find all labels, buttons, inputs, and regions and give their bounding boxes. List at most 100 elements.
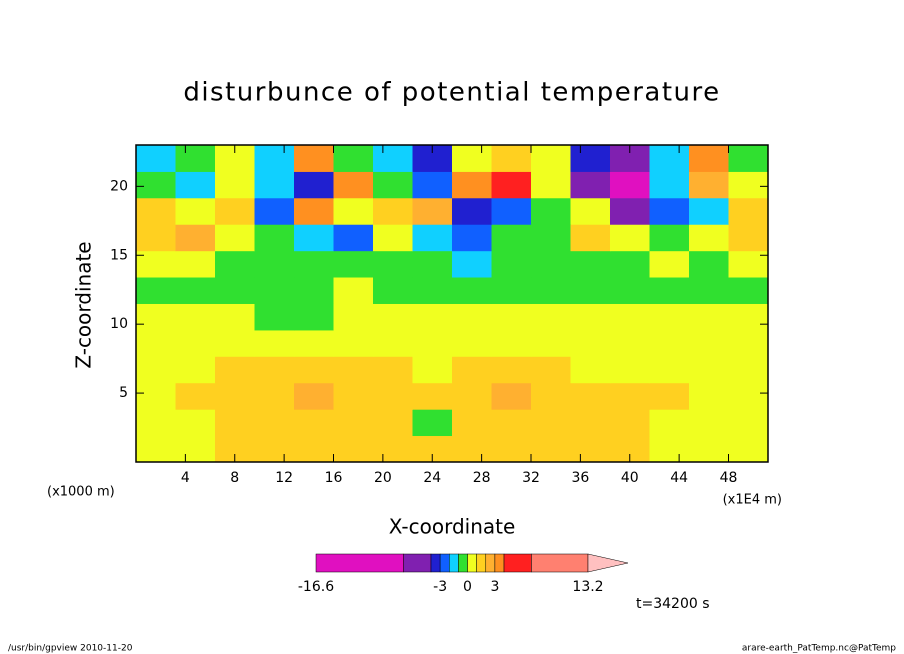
colorbar-segment: [449, 553, 459, 573]
heat-cell: [689, 356, 729, 384]
heat-cell: [649, 224, 690, 252]
heat-cell: [175, 277, 216, 304]
heat-cell: [531, 250, 571, 278]
heat-cell: [491, 303, 532, 331]
heat-cell: [452, 435, 492, 463]
heat-cell: [333, 435, 374, 463]
heat-cell: [649, 197, 690, 225]
heat-cell: [254, 303, 295, 331]
heat-cell: [491, 250, 532, 278]
x-tick-label: 24: [423, 470, 441, 486]
heat-cell: [175, 303, 216, 331]
x-tick-label: 40: [621, 470, 639, 486]
heat-cell: [333, 250, 374, 278]
heat-cell: [175, 250, 216, 278]
heat-cell: [294, 356, 334, 384]
colorbar-segment: [476, 553, 487, 573]
heat-cell: [531, 277, 571, 304]
heat-cell: [491, 224, 532, 252]
heat-cell: [373, 197, 413, 225]
heat-cell: [728, 409, 769, 437]
heat-cell: [689, 171, 729, 199]
heat-cell: [412, 250, 453, 278]
heat-cell: [175, 435, 216, 463]
heat-cell: [452, 303, 492, 331]
heat-cell: [254, 382, 295, 410]
y-tick-label: 15: [110, 247, 128, 263]
heat-cell: [728, 171, 769, 199]
heat-cell: [373, 277, 413, 304]
heat-cell: [728, 250, 769, 278]
heat-cell: [570, 409, 611, 437]
x-tick-label: 32: [522, 470, 540, 486]
colorbar-tick-label: -3: [433, 579, 447, 595]
y-tick-label: 10: [110, 316, 128, 332]
annotation: t=34200 s: [636, 596, 710, 612]
heat-cell: [254, 250, 295, 278]
heat-cell: [689, 197, 729, 225]
colorbar-segment: [485, 553, 496, 573]
heat-cell: [373, 435, 413, 463]
heat-cell: [333, 409, 374, 437]
heat-cell: [649, 329, 690, 357]
heat-cell: [491, 435, 532, 463]
heat-cell: [136, 224, 176, 252]
x-tick-label: 28: [473, 470, 491, 486]
heat-cell: [373, 356, 413, 384]
colorbar-segment: [403, 553, 432, 573]
colorbar-segment: [430, 553, 441, 573]
footer-left: /usr/bin/gpview 2010-11-20: [8, 644, 133, 654]
x-unit-label: (x1E4 m): [723, 493, 782, 508]
plot-frame: [135, 144, 769, 463]
heat-cell: [136, 382, 176, 410]
colorbar-tick-label: 0: [463, 579, 472, 595]
heat-cell: [412, 409, 453, 437]
heat-cell: [689, 145, 729, 172]
y-tick-label: 5: [119, 385, 128, 401]
heat-cell: [452, 171, 492, 199]
x-tick-label: 16: [325, 470, 343, 486]
heat-cell: [136, 171, 176, 199]
heat-cell: [610, 329, 650, 357]
heat-cell: [728, 356, 769, 384]
heat-cell: [254, 409, 295, 437]
heat-cell: [689, 382, 729, 410]
heat-cell: [333, 329, 374, 357]
heat-cell: [136, 250, 176, 278]
heat-cell: [333, 224, 374, 252]
heat-cell: [136, 435, 176, 463]
heat-cell: [294, 197, 334, 225]
heat-cell: [610, 224, 650, 252]
heat-cell: [570, 171, 611, 199]
heat-cell: [610, 409, 650, 437]
x-tick-label: 44: [670, 470, 688, 486]
heat-cell: [728, 277, 769, 304]
heat-cell: [373, 329, 413, 357]
heat-cell: [570, 382, 611, 410]
heat-cell: [136, 409, 176, 437]
heat-cell: [136, 277, 176, 304]
heat-cell: [412, 224, 453, 252]
heat-cell: [649, 382, 690, 410]
heat-cell: [373, 250, 413, 278]
colorbar-segment: [467, 553, 477, 573]
heat-cell: [136, 145, 176, 172]
x-tick-label: 12: [275, 470, 293, 486]
heat-cell: [373, 303, 413, 331]
heat-cell: [333, 197, 374, 225]
heat-cell: [452, 409, 492, 437]
heat-cell: [531, 409, 571, 437]
heat-cell: [294, 145, 334, 172]
heat-cell: [689, 435, 729, 463]
x-tick-label: 20: [374, 470, 392, 486]
heat-cell: [452, 250, 492, 278]
chart-title: disturbunce of potential temperature: [183, 78, 720, 108]
heat-cell: [531, 329, 571, 357]
heat-cell: [610, 356, 650, 384]
heat-cell: [452, 145, 492, 172]
heat-cell: [570, 329, 611, 357]
heat-cell: [452, 277, 492, 304]
heat-cell: [136, 329, 176, 357]
heat-cell: [333, 277, 374, 304]
heat-cell: [689, 250, 729, 278]
